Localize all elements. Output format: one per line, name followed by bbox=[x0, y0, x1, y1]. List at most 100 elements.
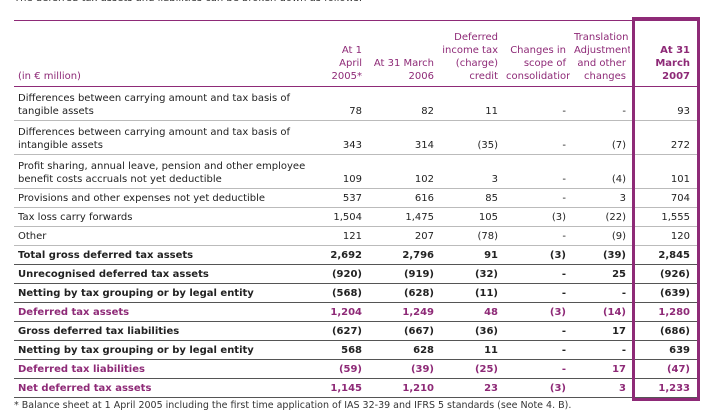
cell-value: (4) bbox=[570, 154, 630, 189]
cell-value: (919) bbox=[366, 264, 438, 284]
cell-value: (3) bbox=[502, 207, 570, 227]
cell-value: (25) bbox=[438, 359, 502, 379]
cell-value: 91 bbox=[438, 245, 502, 265]
cell-value: (3) bbox=[502, 378, 570, 398]
cell-value: 11 bbox=[438, 86, 502, 121]
cell-value: (926) bbox=[630, 264, 700, 284]
cell-value: (36) bbox=[438, 321, 502, 341]
cell-value: 1,249 bbox=[366, 302, 438, 322]
cell-value: 343 bbox=[314, 120, 366, 155]
column-header: Changes in scope of consolidation bbox=[502, 20, 570, 87]
cell-value: 121 bbox=[314, 226, 366, 246]
row-label: Netting by tax grouping or by legal enti… bbox=[14, 283, 314, 303]
cell-value: 48 bbox=[438, 302, 502, 322]
cell-value: 1,204 bbox=[314, 302, 366, 322]
cell-value: 537 bbox=[314, 188, 366, 208]
cell-value: (78) bbox=[438, 226, 502, 246]
row-label: Differences between carrying amount and … bbox=[14, 86, 314, 121]
table-body: Differences between carrying amount and … bbox=[14, 86, 700, 398]
cell-value: 628 bbox=[366, 340, 438, 360]
cell-value: (639) bbox=[630, 283, 700, 303]
cell-value: (47) bbox=[630, 359, 700, 379]
cell-value: 25 bbox=[570, 264, 630, 284]
cell-value: 102 bbox=[366, 154, 438, 189]
cell-value: 1,555 bbox=[630, 207, 700, 227]
cell-value: - bbox=[502, 226, 570, 246]
cell-value: 2,845 bbox=[630, 245, 700, 265]
cell-value: 17 bbox=[570, 321, 630, 341]
deferred-tax-table: (in € million) At 1 April 2005* At 31 Marc… bbox=[14, 20, 700, 398]
cell-value: - bbox=[502, 359, 570, 379]
cell-value: 704 bbox=[630, 188, 700, 208]
cell-value: - bbox=[570, 86, 630, 121]
cell-value: - bbox=[570, 283, 630, 303]
cell-value: (22) bbox=[570, 207, 630, 227]
table-row: Net deferred tax assets 1,145 1,210 23 (3) 3 1… bbox=[14, 378, 700, 398]
cell-value: 109 bbox=[314, 154, 366, 189]
unit-label: (in € million) bbox=[14, 20, 314, 87]
cell-value: - bbox=[502, 188, 570, 208]
table-row: Netting by tax grouping or by legal enti… bbox=[14, 340, 700, 360]
cell-value: (9) bbox=[570, 226, 630, 246]
highlight-box bbox=[632, 17, 700, 401]
cell-value: 314 bbox=[366, 120, 438, 155]
cell-value: (39) bbox=[366, 359, 438, 379]
table-row: Gross deferred tax liabilities (627) (667)… bbox=[14, 321, 700, 341]
cell-value: (686) bbox=[630, 321, 700, 341]
table-row: Differences between carrying amount and … bbox=[14, 120, 700, 155]
cell-value: (3) bbox=[502, 245, 570, 265]
row-label: Gross deferred tax liabilities bbox=[14, 321, 314, 341]
intro-text: The deferred tax assets and liabilities … bbox=[14, 0, 362, 4]
cell-value: (628) bbox=[366, 283, 438, 303]
table-row: Provisions and other expenses not yet de… bbox=[14, 188, 700, 208]
table-row: Total gross deferred tax assets 2,692 2,79… bbox=[14, 245, 700, 265]
cell-value: 3 bbox=[438, 154, 502, 189]
cell-value: (35) bbox=[438, 120, 502, 155]
cell-value: - bbox=[502, 264, 570, 284]
cell-value: (627) bbox=[314, 321, 366, 341]
cell-value: 17 bbox=[570, 359, 630, 379]
row-label: Profit sharing, annual leave, pension an… bbox=[14, 154, 314, 189]
cell-value: - bbox=[502, 120, 570, 155]
cell-value: 85 bbox=[438, 188, 502, 208]
table-row: Differences between carrying amount and … bbox=[14, 86, 700, 121]
cell-value: 639 bbox=[630, 340, 700, 360]
column-header: At 1 April 2005* bbox=[314, 20, 366, 87]
cell-value: 616 bbox=[366, 188, 438, 208]
row-label: Netting by tax grouping or by legal enti… bbox=[14, 340, 314, 360]
table-row: Netting by tax grouping or by legal enti… bbox=[14, 283, 700, 303]
cell-value: 1,280 bbox=[630, 302, 700, 322]
column-header: Translation Adjustments and other change… bbox=[570, 20, 630, 87]
row-label: Deferred tax liabilities bbox=[14, 359, 314, 379]
cell-value: (39) bbox=[570, 245, 630, 265]
cell-value: 3 bbox=[570, 378, 630, 398]
cell-value: 1,145 bbox=[314, 378, 366, 398]
cell-value: 82 bbox=[366, 86, 438, 121]
column-header: Deferred income tax (charge) credit bbox=[438, 20, 502, 87]
cell-value: - bbox=[502, 283, 570, 303]
cell-value: (11) bbox=[438, 283, 502, 303]
cell-value: 3 bbox=[570, 188, 630, 208]
table-row: Other 121 207 (78) - (9) 120 bbox=[14, 226, 700, 246]
cell-value: (32) bbox=[438, 264, 502, 284]
cell-value: (59) bbox=[314, 359, 366, 379]
cell-value: 568 bbox=[314, 340, 366, 360]
row-label: Total gross deferred tax assets bbox=[14, 245, 314, 265]
cell-value: 93 bbox=[630, 86, 700, 121]
cell-value: 2,796 bbox=[366, 245, 438, 265]
cell-value: - bbox=[502, 154, 570, 189]
table-row: Tax loss carry forwards 1,504 1,475 105 (3)(… bbox=[14, 207, 700, 227]
cell-value: 272 bbox=[630, 120, 700, 155]
header-row: (in € million) At 1 April 2005* At 31 Marc… bbox=[14, 20, 700, 87]
cell-value: - bbox=[502, 86, 570, 121]
cell-value: - bbox=[570, 340, 630, 360]
row-label: Other bbox=[14, 226, 314, 246]
footnote: * Balance sheet at 1 April 2005 includin… bbox=[14, 400, 572, 411]
table-row: Unrecognised deferred tax assets (920) (91… bbox=[14, 264, 700, 284]
cell-value: 120 bbox=[630, 226, 700, 246]
column-header: At 31 March 2007 bbox=[630, 20, 700, 87]
table-row: Profit sharing, annual leave, pension an… bbox=[14, 154, 700, 189]
cell-value: 101 bbox=[630, 154, 700, 189]
table-row: Deferred tax liabilities (59) (39) (25) -17(… bbox=[14, 359, 700, 379]
cell-value: (920) bbox=[314, 264, 366, 284]
